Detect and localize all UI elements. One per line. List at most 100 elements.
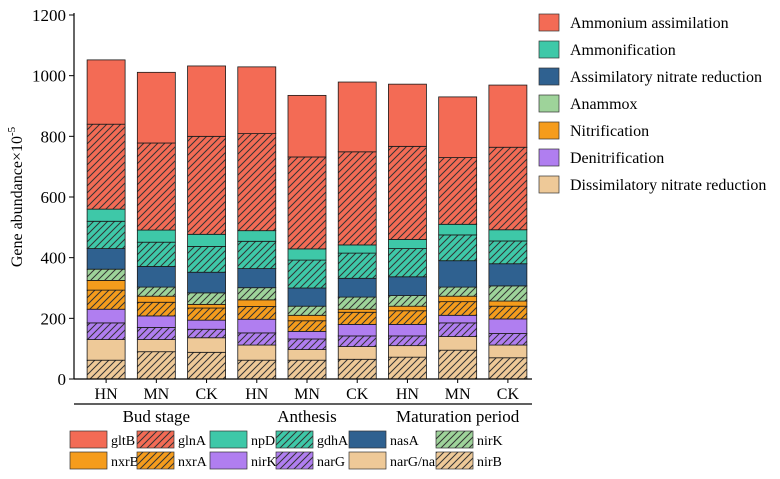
gene-legend-label: narG/narZ [390,455,448,470]
legend-swatch [538,121,560,140]
bar-segment-gltB-3 [237,66,277,135]
gene-legend-label: nasA [390,434,420,449]
bar-segment-npD-6 [388,239,427,249]
legend-label: Nitrification [570,123,649,140]
bar-segment-nirK-7 [438,286,478,297]
bar-segment-npD-4 [287,248,327,261]
bar-segment-gdhA-2 [187,246,226,273]
bar-segment-nirK-5 [337,296,377,310]
y-axis-label: Gene abundance×10-5 [6,126,26,267]
bar-segment-nxrA-2 [187,307,226,321]
gene-legend-label: nxrB [111,455,139,470]
bar-segment-nxrA-5 [337,311,377,325]
y-tick-label: 0 [58,370,67,389]
bar-segment-npD-7 [438,223,478,236]
bar-segment-nxrA-7 [438,301,478,316]
process-legend: Ammonium assimilation Ammonification Assim… [538,13,766,194]
gene-legend: gltB glnA npD gdhA nasA nirK nxrB nxrA nirK narG n… [69,430,503,470]
bar-segment-gltB-8 [488,84,528,148]
bar-segment-gltB-6 [388,83,427,147]
bar-segment-nxrB-0 [86,280,126,291]
bar-segment-gdhA-1 [136,241,176,267]
bar-segment-nxrB-1 [136,295,176,303]
group-label: Bud stage [123,407,191,426]
bar-segment-gltB-5 [337,81,377,153]
bar-segment-nxrA-8 [488,305,528,320]
bar-segment-glnA-2 [187,135,226,235]
bar-segment-nirK-0 [86,268,126,281]
legend-label: Ammonium assimilation [570,15,729,32]
legend-label: Ammonification [570,42,676,59]
x-tick-label: CK [346,386,369,403]
bar-segment-narG-8 [488,333,528,346]
gene-legend-swatch [435,451,474,470]
x-tick-label: MN [143,386,169,403]
bar-segment-gltB-7 [438,96,478,158]
bar-segment-nirK-5 [337,323,377,337]
legend-label: Anammox [570,96,638,113]
bar-segment-nxrA-4 [287,320,327,332]
bar-segment-npD-3 [237,230,277,242]
bar-segment-nasA-6 [388,276,427,296]
y-tick-label: 600 [41,188,67,207]
bar-segment-nirK-6 [388,323,427,337]
bar-segment-gltB-4 [287,94,327,158]
group-label: Anthesis [277,407,337,426]
bar-segment-npD-2 [187,233,226,247]
gene-legend-label: narG [317,455,345,470]
legend-label: Dissimilatory nitrate reduction [570,177,766,194]
bar-segment-narG-5 [337,335,377,347]
bar-segment-nasA-3 [237,268,277,289]
bar-segment-nirK-0 [86,308,126,324]
bar-segment-nasA-7 [438,260,478,288]
bar-segment-glnA-4 [287,156,327,250]
gene-legend-swatch [348,430,387,449]
legend-swatch [538,67,560,86]
bar-segment-narG-1 [136,327,176,340]
bar-segment-nirB-2 [187,351,226,380]
bar-segment-gdhA-6 [388,248,427,278]
y-tick-label: 800 [41,127,67,146]
bar-segment-nxrA-3 [237,306,277,320]
bar-segment-nirK-2 [187,292,226,305]
bar-segment-gdhA-8 [488,240,528,265]
bar-segment-nirK-2 [187,319,226,330]
bar-segment-nxrA-0 [86,289,126,310]
bar-segment-gltB-2 [187,65,226,137]
gene-legend-label: nirK [251,455,277,470]
bar-segment-narG-6 [388,335,427,347]
bar-segment-nxrB-6 [388,305,427,312]
axes-layer: 0 200 400 600 800 1000 1200 Gene abundance×10-5… [6,6,532,426]
bar-segment-nasA-4 [287,287,327,307]
legend-swatch [538,94,560,113]
gene-legend-swatch [69,451,108,470]
x-tick-label: HN [245,386,269,403]
bar-segment-nasA-2 [187,271,226,294]
bar-segment-gltB-0 [86,59,126,125]
bar-segment-nxrB-4 [287,314,327,322]
bar-segment-nasA-8 [488,263,528,287]
bar-segment-nxrB-8 [488,300,528,307]
gene-legend-swatch [435,430,474,449]
bar-segment-nasA-5 [337,277,377,298]
bar-segment-narG-narZ-8 [488,344,528,359]
bar-segment-nirB-0 [86,359,126,380]
bar-segment-glnA-6 [388,145,427,240]
bar-segment-gdhA-4 [287,259,327,289]
bar-segment-nxrB-7 [438,295,478,303]
bar-segment-narG-7 [438,322,478,337]
bar-segment-nirB-7 [438,349,478,380]
bar-segment-narG-narZ-0 [86,339,126,361]
bar-segment-nirK-8 [488,285,528,302]
bar-segment-glnA-0 [86,123,126,210]
gene-legend-swatch [209,430,248,449]
bar-segment-nirK-4 [287,330,327,340]
legend-label: Denitrification [570,150,664,167]
bar-segment-gltB-1 [136,71,176,144]
bar-segment-nirK-1 [136,286,176,297]
gene-legend-swatch [209,451,248,470]
bar-segment-narG-0 [86,322,126,340]
legend-swatch [538,13,560,32]
x-tick-label: MN [294,386,320,403]
